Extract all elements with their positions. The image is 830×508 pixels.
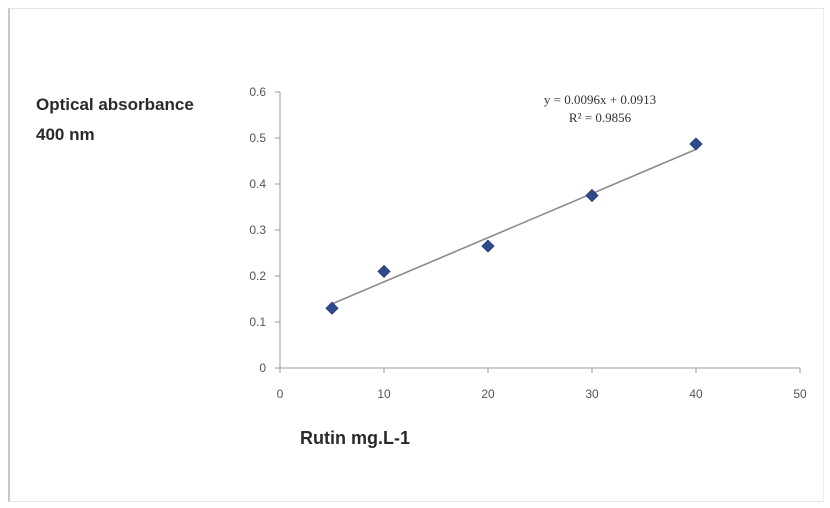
y-tick-label: 0.1 bbox=[249, 315, 266, 329]
x-tick-label: 10 bbox=[377, 387, 391, 401]
y-tick-label: 0 bbox=[259, 361, 266, 375]
x-tick-label: 0 bbox=[277, 387, 284, 401]
data-point bbox=[377, 264, 391, 278]
trendline-r-squared: R² = 0.9856 bbox=[568, 110, 632, 125]
data-point bbox=[325, 301, 339, 315]
y-tick-label: 0.4 bbox=[249, 177, 266, 191]
trendline bbox=[331, 148, 697, 305]
chart-frame bbox=[8, 8, 824, 502]
y-tick-label: 0.3 bbox=[249, 223, 266, 237]
x-axis-label: Rutin mg.L-1 bbox=[300, 428, 410, 448]
x-tick-label: 40 bbox=[689, 387, 703, 401]
y-axis-label: Optical absorbance 400 nm bbox=[36, 95, 194, 144]
y-tick-label: 0.5 bbox=[249, 131, 266, 145]
x-tick-label: 50 bbox=[793, 387, 807, 401]
x-tick-label: 30 bbox=[585, 387, 599, 401]
x-tick-label: 20 bbox=[481, 387, 495, 401]
trendline-equation: y = 0.0096x + 0.0913 bbox=[543, 92, 657, 107]
data-point bbox=[585, 188, 599, 203]
data-point bbox=[689, 137, 703, 151]
data-point bbox=[481, 239, 495, 253]
y-tick-label: 0.6 bbox=[249, 85, 266, 99]
trendline-equation-box: y = 0.0096x + 0.0913 R² = 0.9856 bbox=[500, 91, 700, 127]
y-tick-label: 0.2 bbox=[249, 269, 266, 283]
